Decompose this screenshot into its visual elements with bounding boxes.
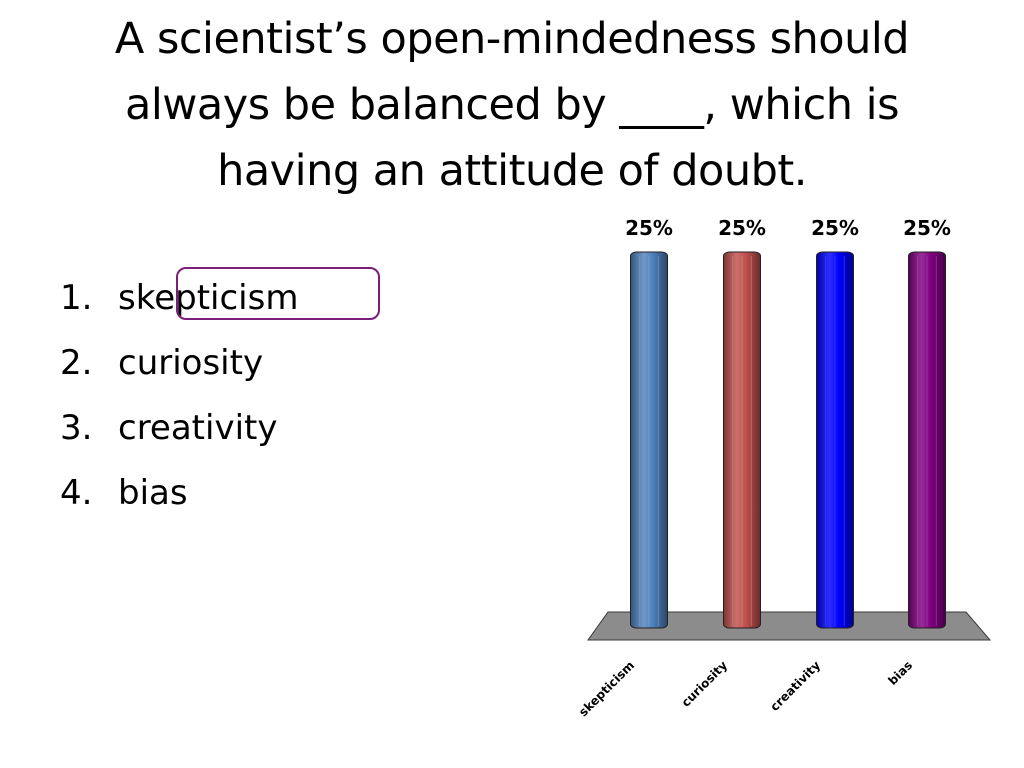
data-label-bias: 25% xyxy=(903,216,951,240)
answer-option-1[interactable]: 1. skepticism xyxy=(60,266,380,331)
answer-text: creativity xyxy=(118,408,278,448)
answer-number: 1. xyxy=(60,278,93,318)
answer-text: skepticism xyxy=(118,278,299,318)
data-label-skepticism: 25% xyxy=(625,216,673,240)
x-tick-label-skepticism: skepticism xyxy=(576,658,637,719)
answer-number: 3. xyxy=(60,408,93,448)
answer-option-2[interactable]: 2. curiosity xyxy=(60,331,298,396)
question-title: A scientist’s open-mindedness should alw… xyxy=(40,6,984,204)
question-title-line-3: having an attitude of doubt. xyxy=(217,146,807,196)
x-tick-label-creativity: creativity xyxy=(768,658,824,714)
answer-text: bias xyxy=(118,473,188,513)
answer-list: 1. skepticism 2. curiosity 3. creativity 4.… xyxy=(60,266,380,526)
answer-option-3[interactable]: 3. creativity xyxy=(60,396,298,461)
data-label-curiosity: 25% xyxy=(718,216,766,240)
question-title-line-2: always be balanced by ____, which is xyxy=(124,80,900,130)
x-tick-label-curiosity: curiosity xyxy=(679,658,731,710)
answer-number: 4. xyxy=(60,473,93,513)
data-label-creativity: 25% xyxy=(811,216,859,240)
answer-option-4[interactable]: 4. bias xyxy=(60,461,298,526)
x-tick-label-bias: bias xyxy=(885,658,915,688)
question-title-line-1: A scientist’s open-mindedness should xyxy=(114,14,910,64)
correct-answer-highlight xyxy=(176,267,380,320)
answer-text: curiosity xyxy=(118,343,264,383)
answer-number: 2. xyxy=(60,343,93,383)
